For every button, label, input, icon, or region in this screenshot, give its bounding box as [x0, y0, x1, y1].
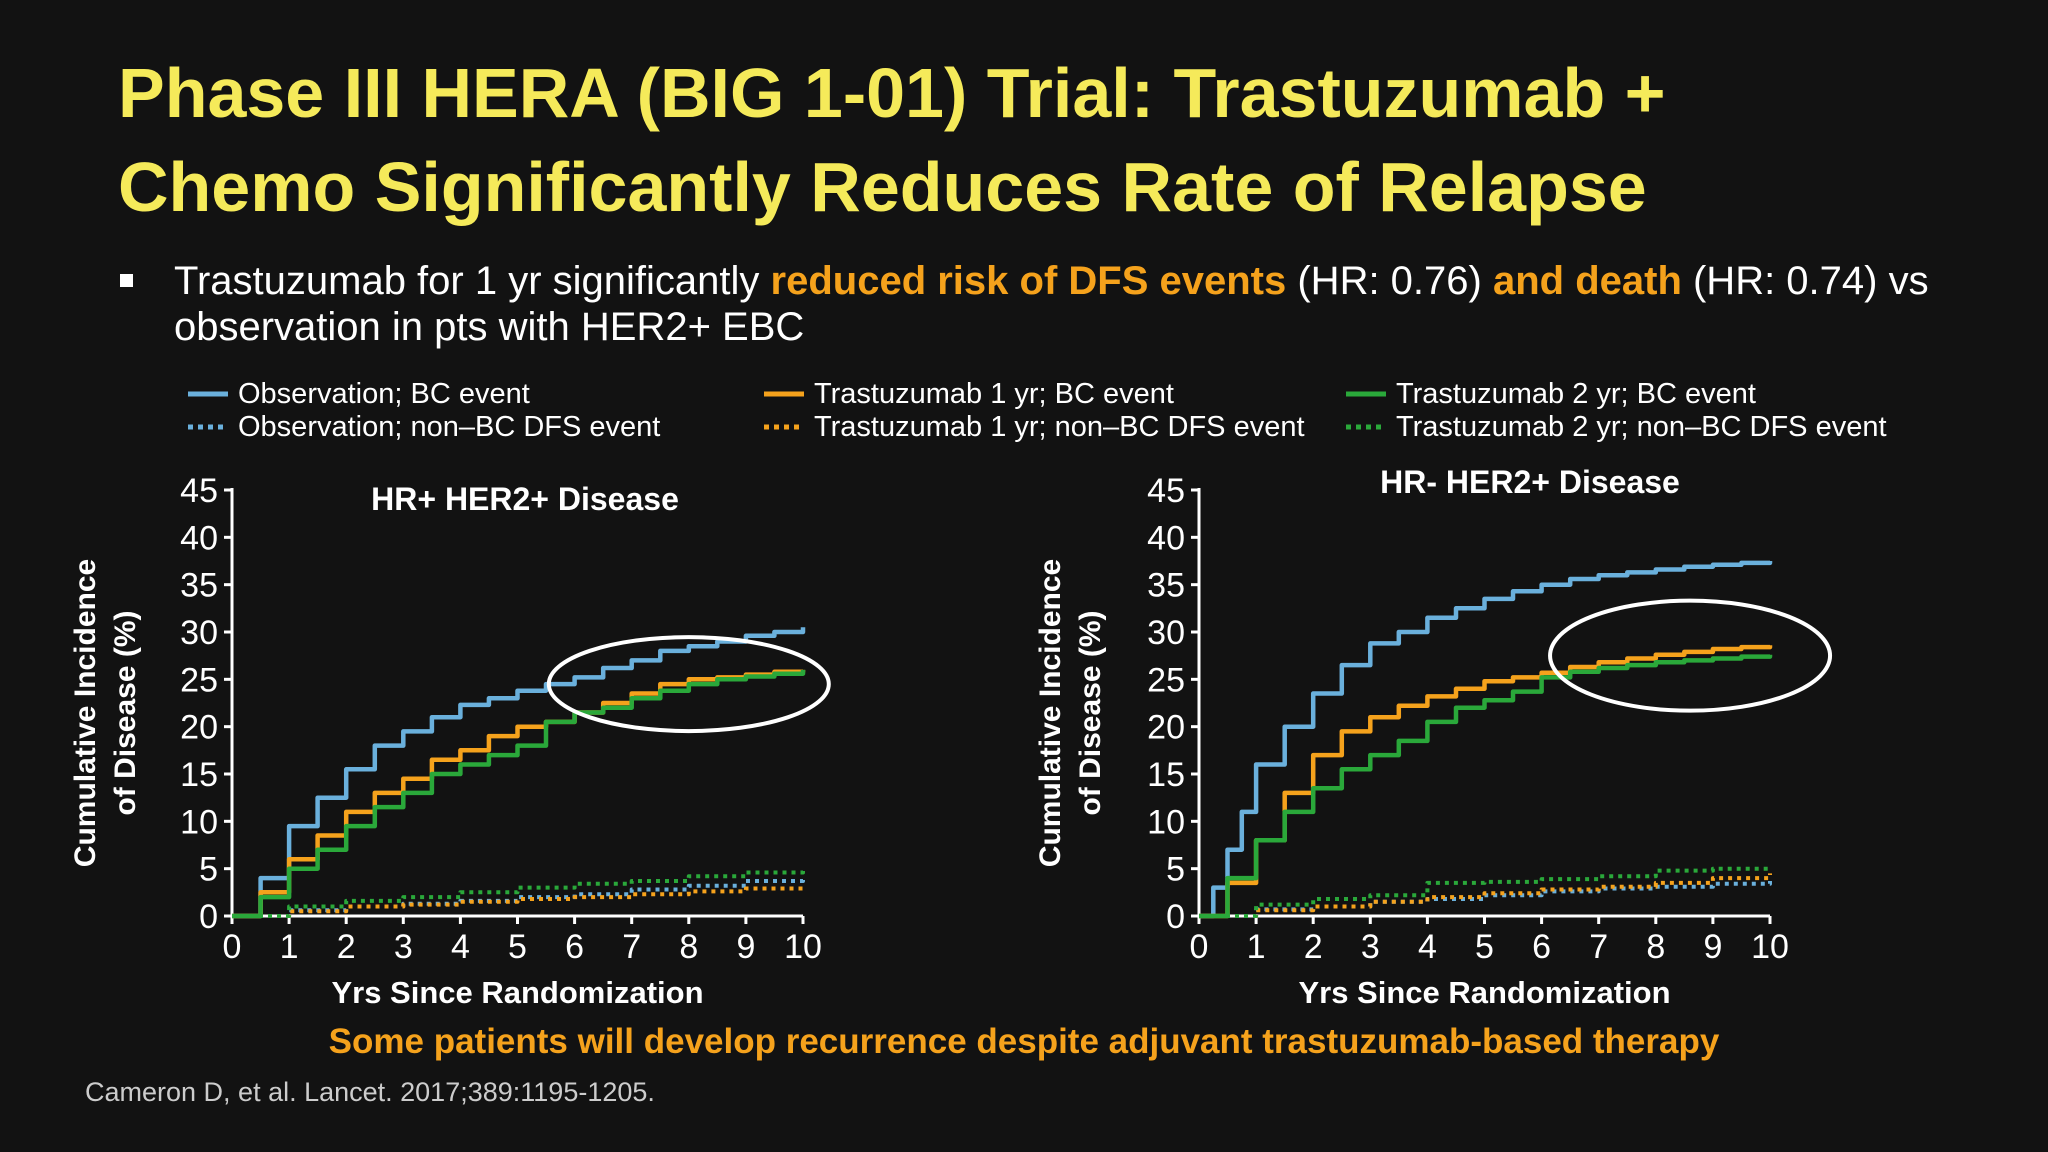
bullet-highlight-dfs: reduced risk of DFS events — [770, 259, 1287, 303]
bullet-part-1: Trastuzumab for 1 yr significantly — [174, 259, 771, 303]
y-tick-label: 30 — [180, 614, 218, 652]
x-tick-label: 10 — [784, 928, 822, 966]
series-line-observation-bc-event — [232, 627, 806, 919]
x-tick-label: 4 — [1418, 928, 1437, 966]
x-tick-label: 8 — [1646, 928, 1665, 966]
x-tick-label: 5 — [508, 928, 527, 966]
x-axis-label: Yrs Since Randomization — [331, 975, 703, 1010]
x-tick-label: 3 — [1361, 928, 1380, 966]
y-tick-label: 40 — [180, 519, 218, 557]
x-tick-label: 7 — [622, 928, 641, 966]
series-line-trastuzumab-2-yr-non-bc-dfs-event — [232, 868, 805, 918]
chart-title: HR- HER2+ Disease — [1380, 464, 1680, 500]
y-tick-label: 10 — [1147, 803, 1185, 841]
title-line-1: Phase III HERA (BIG 1-01) Trial: Trastuz… — [118, 54, 1666, 132]
series-line-trastuzumab-2-yr-non-bc-dfs-event — [1199, 866, 1772, 918]
y-axis-label-line-2: of Disease (%) — [1074, 610, 1107, 815]
x-tick-label: 1 — [280, 928, 299, 966]
title-line-2: Chemo Significantly Reduces Rate of Rela… — [118, 148, 1647, 226]
x-tick-label: 6 — [1532, 928, 1551, 966]
series-line-trastuzumab-1-yr-non-bc-dfs-event — [232, 885, 805, 918]
bullet-text: Trastuzumab for 1 yr significantly reduc… — [174, 258, 2034, 350]
takeaway-message: Some patients will develop recurrence de… — [328, 1022, 1720, 1061]
series-line-trastuzumab-2-yr-bc-event — [232, 669, 806, 919]
x-tick-label: 9 — [736, 928, 755, 966]
y-tick-label: 35 — [1147, 567, 1185, 605]
highlight-ellipse — [546, 635, 831, 734]
y-axis-label-line-1: Cumulative Incidence — [1034, 559, 1067, 867]
highlight-ellipse — [1548, 598, 1833, 713]
y-tick-label: 45 — [180, 472, 218, 510]
y-tick-label: 10 — [180, 803, 218, 841]
series-line-trastuzumab-1-yr-non-bc-dfs-event — [1199, 873, 1772, 918]
x-tick-label: 8 — [679, 928, 698, 966]
y-tick-label: 5 — [199, 851, 218, 889]
citation: Cameron D, et al. Lancet. 2017;389:1195-… — [85, 1077, 655, 1107]
x-tick-label: 0 — [223, 928, 242, 966]
x-tick-label: 2 — [1304, 928, 1323, 966]
y-tick-label: 35 — [180, 567, 218, 605]
y-tick-label: 15 — [1147, 756, 1185, 794]
x-tick-label: 1 — [1247, 928, 1266, 966]
x-tick-label: 6 — [565, 928, 584, 966]
bullet-highlight-death: and death — [1492, 259, 1682, 303]
series-line-trastuzumab-1-yr-bc-event — [1199, 644, 1773, 919]
y-tick-label: 0 — [1166, 898, 1185, 936]
series-line-trastuzumab-1-yr-bc-event — [232, 669, 806, 919]
x-tick-label: 3 — [394, 928, 413, 966]
y-axis-label-line-2: of Disease (%) — [109, 610, 142, 815]
x-tick-label: 9 — [1703, 928, 1722, 966]
bullet-marker — [120, 274, 133, 287]
y-tick-label: 15 — [180, 756, 218, 794]
series-line-observation-non-bc-dfs-event — [232, 876, 805, 918]
y-tick-label: 30 — [1147, 614, 1185, 652]
x-tick-label: 4 — [451, 928, 470, 966]
x-tick-label: 0 — [1190, 928, 1209, 966]
y-tick-label: 20 — [180, 709, 218, 747]
x-tick-label: 2 — [337, 928, 356, 966]
y-axis-label-line-1: Cumulative Incidence — [69, 559, 102, 867]
x-tick-label: 10 — [1751, 928, 1789, 966]
y-tick-label: 40 — [1147, 519, 1185, 557]
bullet-part-3: (HR: 0.74) vs observation in pts with HE… — [174, 259, 1929, 349]
chart-title: HR+ HER2+ Disease — [371, 481, 679, 517]
y-tick-label: 25 — [180, 661, 218, 699]
x-axis-label: Yrs Since Randomization — [1298, 975, 1670, 1010]
y-tick-label: 25 — [1147, 661, 1185, 699]
slide-title: Phase III HERA (BIG 1-01) Trial: Trastuz… — [118, 46, 1998, 234]
y-tick-label: 5 — [1166, 851, 1185, 889]
y-tick-label: 45 — [1147, 472, 1185, 510]
x-tick-label: 7 — [1589, 928, 1608, 966]
series-line-observation-bc-event — [1199, 560, 1773, 919]
y-tick-label: 0 — [199, 898, 218, 936]
bullet-part-2: (HR: 0.76) — [1286, 259, 1493, 303]
series-line-trastuzumab-2-yr-bc-event — [1199, 654, 1773, 919]
x-tick-label: 5 — [1475, 928, 1494, 966]
y-tick-label: 20 — [1147, 709, 1185, 747]
